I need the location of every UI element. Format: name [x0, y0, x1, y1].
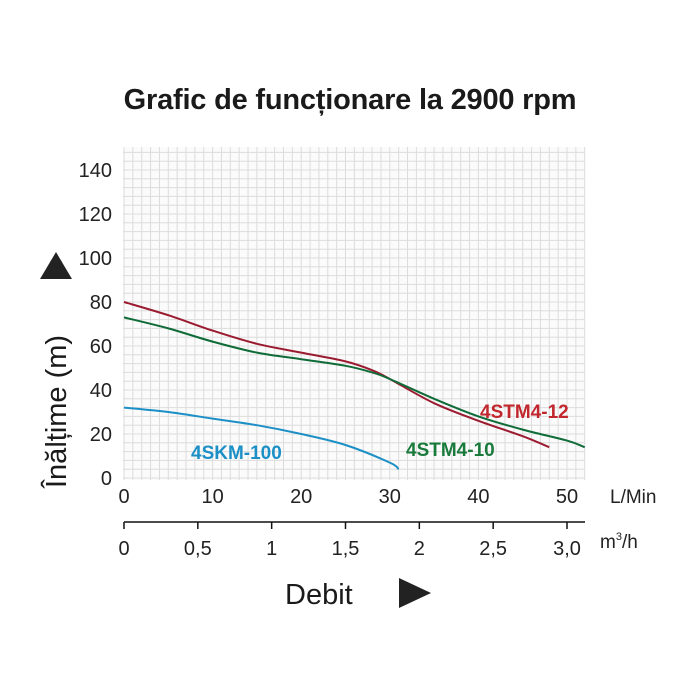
x-tick-label: 10 — [201, 486, 223, 508]
y-tick-label: 0 — [101, 468, 112, 490]
curve-4stm4-12 — [123, 301, 550, 449]
y-tick-label: 140 — [79, 160, 112, 182]
x2-tick-label: 2,5 — [479, 538, 507, 560]
x2-tick-label: 3,0 — [553, 538, 581, 560]
y-tick-label: 80 — [90, 292, 112, 314]
x-axis-arrow-icon — [399, 578, 431, 608]
x2-tick-label: 1 — [266, 538, 277, 560]
series-label-4stm4-12: 4STM4-12 — [480, 402, 569, 423]
y-tick-label: 60 — [90, 336, 112, 358]
curve-4stm4-10 — [123, 316, 586, 449]
y-tick-label: 40 — [90, 380, 112, 402]
x-tick-label: 0 — [118, 486, 129, 508]
curve-4skm-100 — [123, 406, 400, 471]
chart-title: Grafic de funcționare la 2900 rpm — [123, 84, 577, 116]
y-tick-label: 20 — [90, 424, 112, 446]
x2-tick-label: 0 — [118, 538, 129, 560]
x-tick-label: 50 — [556, 486, 578, 508]
x-axis-primary-unit: L/Min — [610, 487, 656, 508]
x-axis-secondary-unit: m3/h — [600, 531, 638, 553]
y-axis-title: Înălțime (m) — [40, 335, 73, 489]
plot-grid — [123, 147, 586, 480]
x2-tick-label: 1,5 — [332, 538, 360, 560]
y-tick-label: 120 — [79, 204, 112, 226]
x-axis-secondary-ticks: 0 0,5 1 1,5 2 2,5 3,0 — [118, 522, 581, 560]
x2-tick-label: 0,5 — [184, 538, 212, 560]
series-label-4stm4-10: 4STM4-10 — [406, 440, 495, 461]
x-axis-title: Debit — [285, 579, 353, 611]
x-tick-label: 40 — [467, 486, 489, 508]
x-tick-label: 20 — [290, 486, 312, 508]
y-axis-arrow-icon — [40, 252, 72, 279]
series-label-4skm-100: 4SKM-100 — [191, 443, 282, 464]
x-tick-label: 30 — [379, 486, 401, 508]
curves — [123, 301, 586, 471]
x2-tick-label: 2 — [414, 538, 425, 560]
y-axis-ticks: 0 20 40 60 80 100 120 140 — [79, 160, 112, 490]
x-axis-primary-ticks: 0 10 20 30 40 50 — [118, 486, 578, 508]
y-tick-label: 100 — [79, 248, 112, 270]
